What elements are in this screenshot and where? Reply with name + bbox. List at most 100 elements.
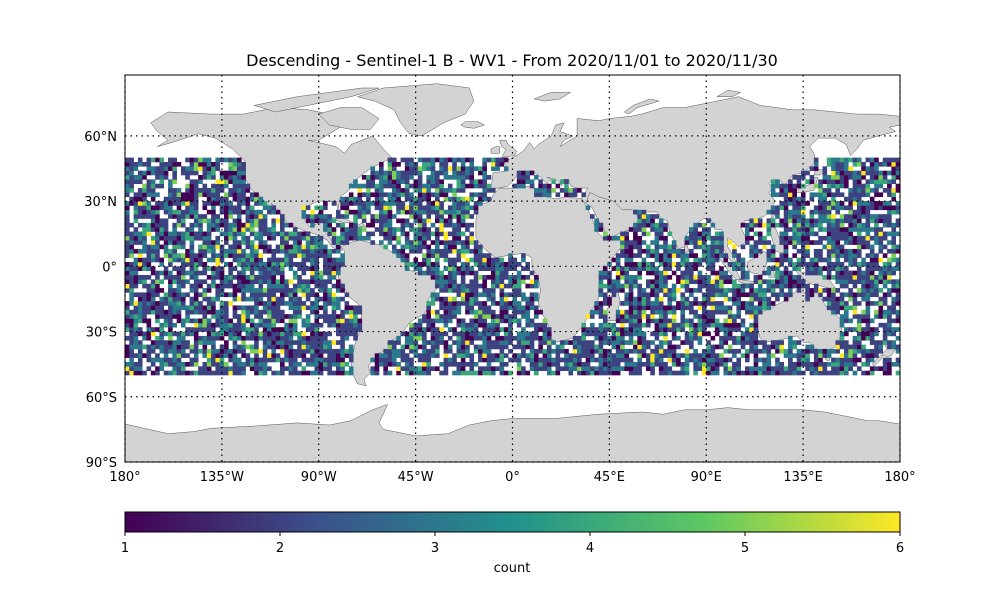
data-cell [460,205,466,211]
data-cell [874,170,879,176]
data-cell [628,244,634,250]
data-cell [628,261,634,267]
data-cell [146,309,152,315]
data-cell [236,322,242,328]
data-cell [172,348,177,354]
data-cell [602,309,608,315]
data-cell [671,309,677,315]
data-cell [512,275,518,280]
data-cell [435,157,440,163]
data-cell [400,205,406,211]
data-cell [219,344,225,350]
data-cell [224,309,229,315]
data-cell [645,366,651,371]
data-cell [172,244,177,250]
data-cell [172,170,177,176]
data-cell [366,196,371,202]
data-cell [826,218,832,224]
data-cell [301,270,307,276]
data-cell [271,296,276,302]
data-cell [241,222,246,228]
data-cell [727,366,733,371]
data-cell [435,201,440,206]
data-cell [150,240,156,245]
data-cell [809,266,815,271]
data-cell [202,218,208,224]
data-cell [775,209,780,215]
data-cell [809,166,815,171]
data-cell [874,348,879,354]
data-cell [249,292,255,298]
data-cell [826,261,832,267]
data-cell [241,318,246,324]
data-cell [150,309,156,315]
data-cell [620,353,625,358]
data-cell [844,179,849,185]
data-cell [310,275,315,280]
data-cell [555,348,561,354]
data-cell [206,318,212,324]
data-cell [486,196,492,202]
data-cell [271,348,276,354]
data-cell [693,353,698,358]
data-cell [288,222,294,228]
data-cell [185,353,190,358]
data-cell [245,335,251,341]
data-cell [430,261,436,267]
data-cell [202,248,208,254]
data-cell [232,179,238,185]
data-cell [680,353,686,358]
data-cell [327,218,332,224]
data-cell [637,357,642,363]
data-cell [159,179,165,185]
data-cell [150,183,156,189]
data-cell [379,353,384,358]
data-cell [714,257,720,263]
data-cell [508,348,513,354]
data-cell [667,327,673,332]
data-cell [176,266,182,271]
data-cell [839,370,845,376]
data-cell [172,157,177,163]
data-cell [391,353,397,358]
data-cell [482,318,487,324]
data-cell [598,292,604,298]
data-cell [499,370,505,376]
data-cell [297,235,302,241]
data-cell [852,227,858,232]
data-cell [602,266,608,271]
data-cell [430,192,436,198]
data-cell [602,292,608,298]
data-cell [280,309,285,315]
data-cell [439,253,444,258]
data-cell [232,335,238,341]
data-cell [469,270,475,276]
data-cell [740,318,746,324]
data-cell [559,348,565,354]
data-cell [749,292,754,298]
data-cell [404,240,410,245]
data-cell [740,288,746,293]
data-cell [706,279,711,285]
data-cell [848,357,853,363]
data-cell [869,157,875,163]
data-cell [452,231,457,237]
data-cell [176,292,182,298]
data-cell [663,353,668,358]
data-cell [555,357,561,363]
data-cell [262,218,268,224]
data-cell [456,201,462,206]
data-cell [856,314,862,319]
data-cell [598,283,604,289]
data-cell [275,335,281,341]
data-cell [417,353,423,358]
data-cell [706,235,711,241]
data-cell [473,279,479,285]
data-cell [585,348,591,354]
data-cell [559,179,565,185]
data-cell [856,209,862,215]
data-cell [211,183,216,189]
data-cell [409,201,414,206]
data-cell [439,335,444,341]
data-cell [788,257,793,263]
